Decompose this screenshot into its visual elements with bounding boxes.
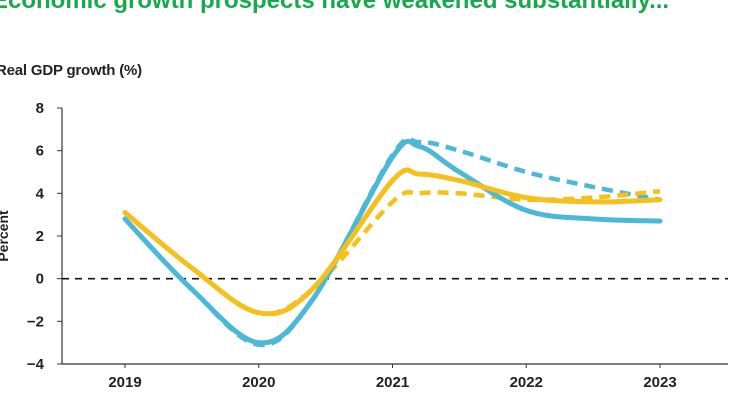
x-tick-label: 2022	[510, 374, 543, 391]
chart-title: Economic growth prospects have weakened …	[0, 0, 670, 14]
series-blue-dashed	[123, 136, 661, 348]
y-tick-label: −2	[27, 313, 44, 330]
x-tick-label: 2019	[108, 374, 141, 391]
y-tick-label: 2	[36, 228, 44, 245]
y-axis-label: Percent	[0, 210, 11, 262]
chart-axes: 8 6 4 2 0 −2 −4 2019 2020 2021 2022 2023 Percent	[0, 100, 728, 391]
y-tick-label: 4	[36, 185, 45, 202]
y-tick-label: 8	[36, 100, 44, 117]
y-tick-label: −4	[27, 356, 45, 373]
x-tick-label: 2021	[376, 374, 409, 391]
series-layer	[122, 136, 663, 348]
x-tick-label: 2020	[242, 374, 275, 391]
x-tick-label: 2023	[643, 374, 676, 391]
series-yellow-solid	[122, 167, 663, 317]
y-tick-label: 6	[36, 143, 44, 160]
series-yellow-dashed	[123, 188, 661, 316]
chart-subtitle: Real GDP growth (%)	[0, 62, 142, 79]
y-tick-label: 0	[36, 271, 44, 288]
series-blue-solid	[122, 138, 663, 346]
